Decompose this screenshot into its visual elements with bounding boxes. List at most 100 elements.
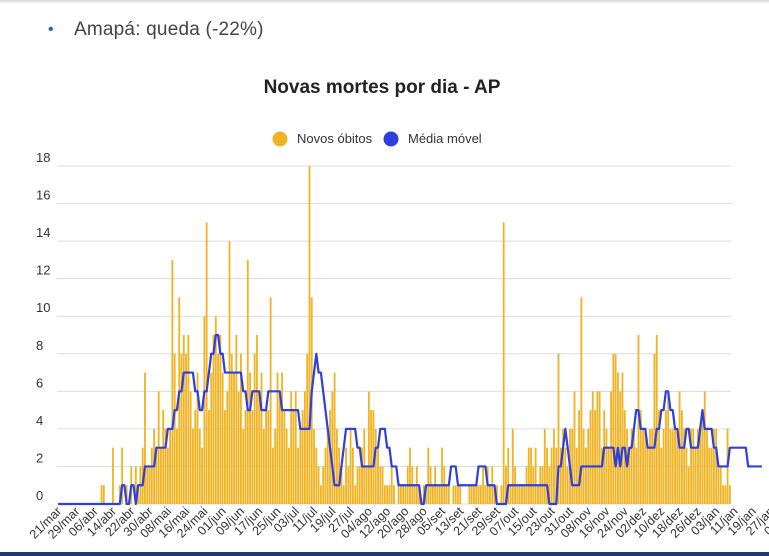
bar — [566, 466, 569, 504]
y-tick-label: 0 — [36, 488, 43, 503]
bar — [710, 447, 713, 504]
bar — [244, 410, 247, 504]
bar — [354, 485, 357, 504]
y-tick-label: 12 — [36, 263, 50, 278]
bar — [383, 485, 386, 504]
bar — [596, 391, 599, 504]
bar — [523, 485, 526, 504]
bar — [585, 447, 587, 504]
bar — [559, 447, 562, 504]
bar — [390, 466, 393, 504]
bar — [573, 391, 576, 504]
bar — [468, 485, 471, 504]
bar — [112, 447, 114, 504]
legend-item-media-movel[interactable]: Média móvel — [383, 131, 482, 147]
bar — [146, 466, 149, 504]
bar — [580, 297, 583, 504]
bar — [283, 410, 286, 504]
bar — [502, 222, 505, 505]
bar — [589, 410, 592, 504]
bar — [642, 428, 644, 504]
bar — [121, 447, 124, 504]
y-tick-label: 4 — [36, 413, 43, 428]
bar — [233, 372, 235, 504]
bar — [621, 372, 624, 504]
bar — [555, 447, 558, 504]
bullet-item: • Amapá: queda (-22%) — [48, 16, 264, 44]
bar — [607, 447, 610, 504]
bar — [100, 485, 103, 504]
bar — [500, 485, 503, 504]
bar — [676, 428, 679, 504]
bar — [619, 391, 622, 504]
bar — [212, 335, 215, 504]
y-tick-label: 14 — [36, 225, 50, 240]
bar — [623, 410, 626, 504]
bar — [671, 428, 674, 504]
bar — [473, 485, 475, 504]
bar — [612, 353, 615, 504]
y-tick-label: 6 — [36, 375, 43, 390]
bar — [509, 485, 512, 504]
bar — [285, 428, 288, 504]
bar — [690, 428, 692, 504]
bar — [249, 372, 251, 504]
bar — [144, 372, 146, 504]
bar — [436, 485, 439, 504]
bar — [125, 485, 128, 504]
bar — [324, 447, 327, 504]
bar — [646, 447, 649, 504]
bar — [180, 353, 183, 504]
legend-swatch-bar — [272, 131, 288, 147]
bar — [219, 335, 222, 504]
bar — [262, 428, 265, 504]
moving-average-line — [58, 333, 762, 506]
bar — [381, 466, 384, 504]
bar — [454, 485, 457, 504]
bar — [192, 428, 194, 504]
bar — [141, 447, 144, 504]
y-tick-label: 2 — [36, 450, 43, 465]
bar — [317, 466, 320, 504]
bar — [176, 428, 178, 504]
bar — [724, 485, 727, 504]
bar — [571, 428, 574, 504]
bar — [322, 466, 325, 504]
bar — [418, 485, 421, 504]
bar — [226, 391, 229, 504]
bar — [386, 485, 389, 504]
bar — [425, 485, 427, 504]
bar — [651, 428, 654, 504]
bar — [550, 447, 553, 504]
bar — [530, 447, 532, 504]
bar — [534, 447, 537, 504]
bar — [315, 447, 318, 504]
bar — [160, 447, 162, 504]
legend-label-media-movel: Média móvel — [408, 131, 482, 146]
bar — [518, 485, 521, 504]
bar — [397, 485, 400, 504]
bar — [578, 410, 580, 504]
bar — [511, 428, 514, 504]
bar — [237, 391, 240, 504]
bar — [477, 485, 480, 504]
y-tick-label: 8 — [36, 338, 43, 353]
bar — [148, 466, 151, 504]
bar — [712, 428, 715, 504]
bar — [178, 297, 181, 504]
bar — [543, 428, 546, 504]
bar — [326, 428, 329, 504]
legend-item-novos-obitos[interactable]: Novos óbitos — [272, 131, 373, 147]
bullet-dot-icon: • — [48, 21, 54, 38]
bar — [134, 466, 137, 504]
bar — [166, 447, 169, 504]
bar — [489, 485, 491, 504]
bar — [137, 485, 140, 504]
bar — [694, 447, 697, 504]
bar — [347, 466, 350, 504]
bar — [630, 428, 633, 504]
bar — [674, 428, 676, 504]
bar — [680, 410, 683, 504]
bar — [331, 391, 334, 504]
bar — [701, 410, 704, 504]
